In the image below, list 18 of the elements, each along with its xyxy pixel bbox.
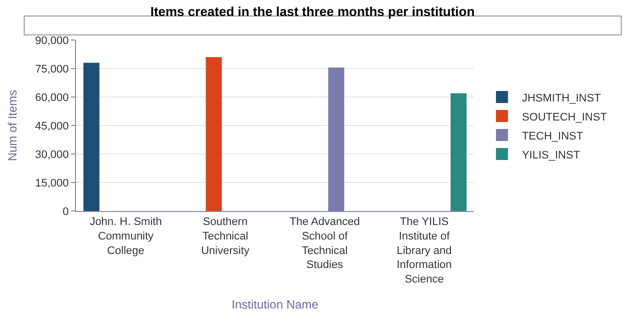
y-tick-label: 0 [62, 206, 69, 218]
y-tick-label: 75,000 [35, 63, 69, 76]
legend-label: YILIS_INST [522, 149, 580, 162]
y-tick-label: 60,000 [35, 92, 69, 104]
x-tick-label: The Advanced School of Technical Studies [290, 216, 360, 272]
y-tick-label: 90,000 [35, 34, 69, 47]
legend-label: TECH_INST [522, 130, 584, 142]
x-tick-label: Southern Technical University [201, 216, 250, 257]
y-tick-label: 30,000 [35, 148, 69, 161]
y-axis-title: Num of Items [5, 90, 20, 162]
x-tick-label: The YILIS Institute of Library and Information Science [396, 216, 452, 286]
legend-label: SOUTECH_INST [522, 111, 608, 124]
x-axis-title: Institution Name [232, 297, 319, 312]
legend-label: JHSMITH_INST [522, 92, 602, 104]
y-tick-label: 15,000 [35, 177, 69, 190]
chart-title: Items created in the last three months per institution [150, 4, 475, 19]
y-tick-label: 45,000 [35, 120, 69, 132]
x-tick-label: John. H. Smith Community College [90, 216, 162, 257]
